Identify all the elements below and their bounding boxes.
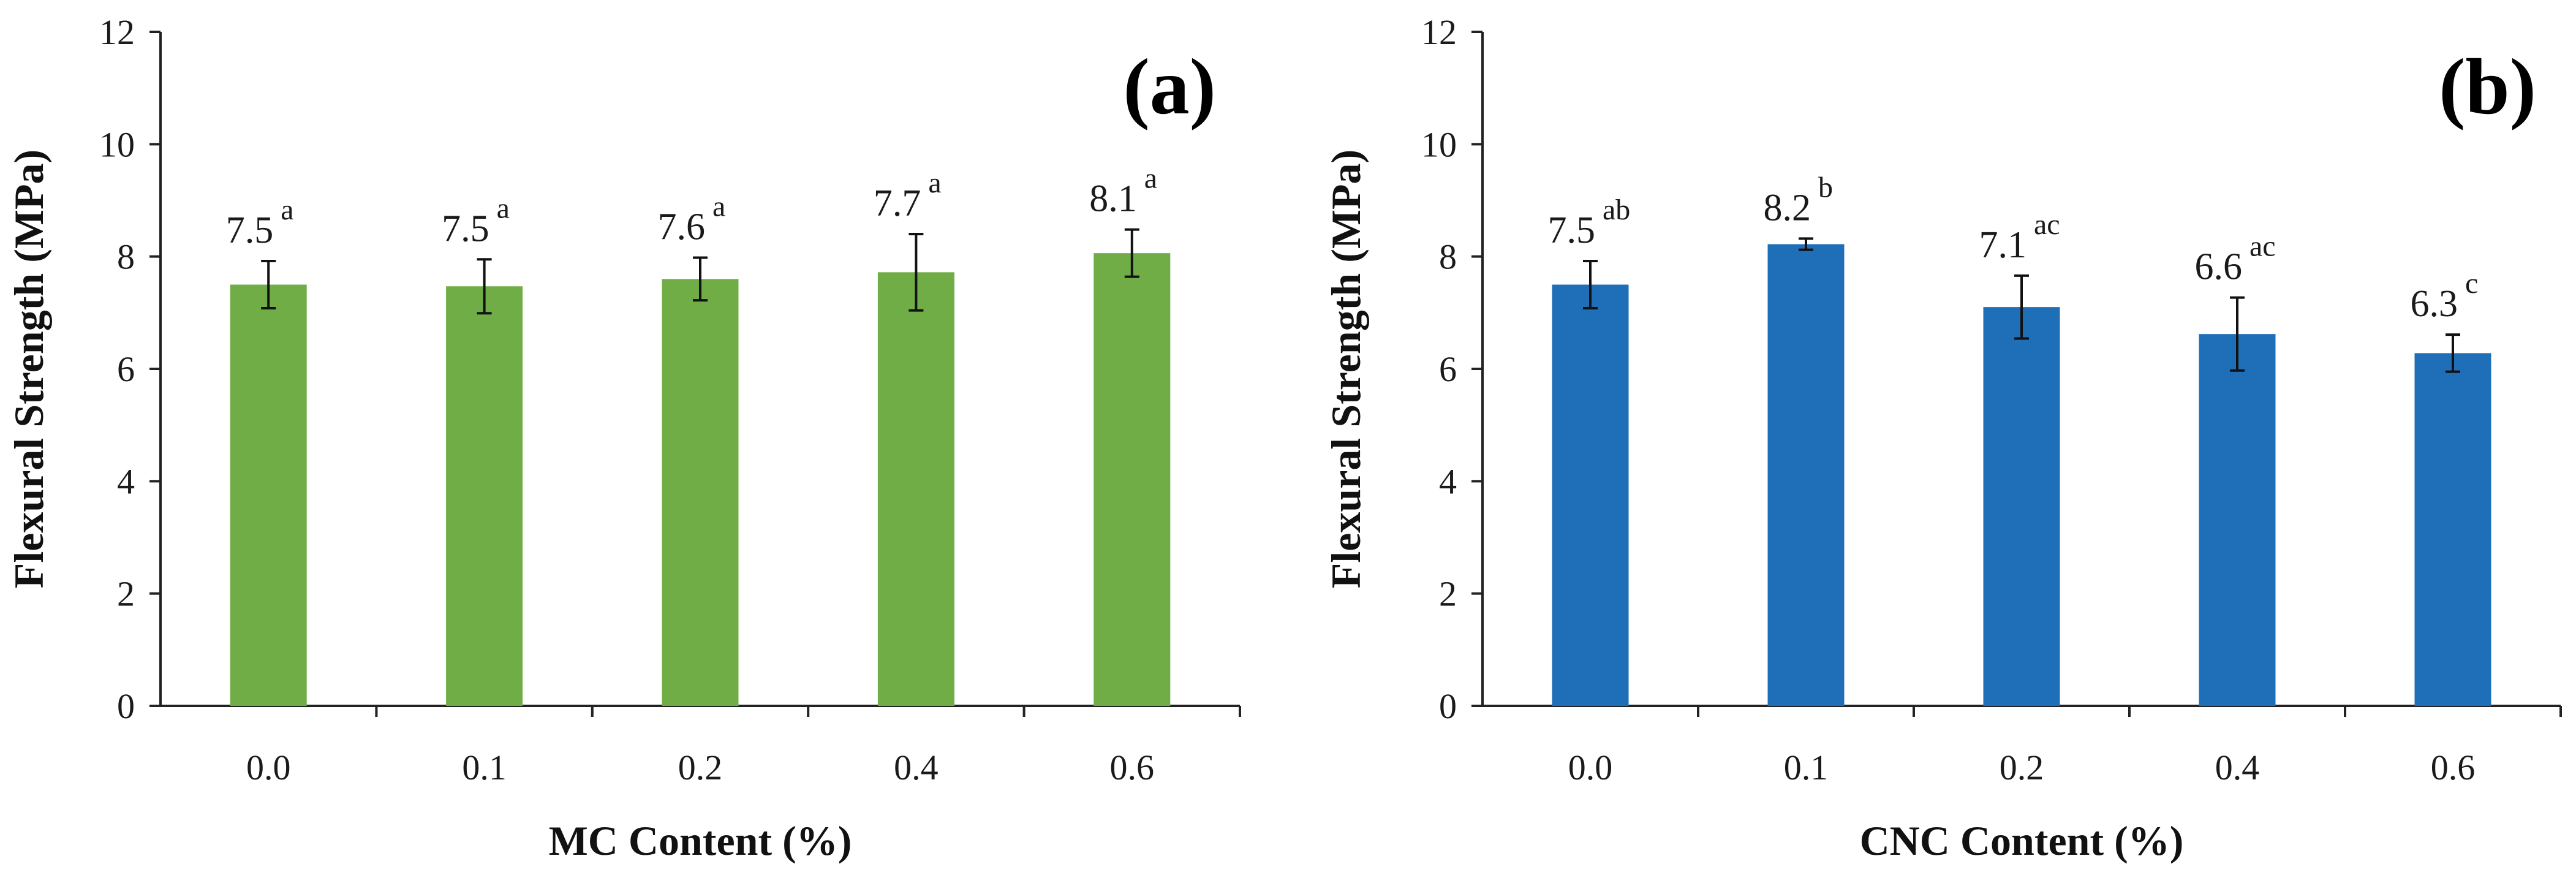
significance-letter: ac [2034, 208, 2060, 241]
y-tick-label: 10 [99, 124, 135, 164]
y-tick-label: 0 [1439, 686, 1457, 726]
significance-letter: a [497, 192, 510, 224]
y-tick-label: 8 [1439, 237, 1457, 277]
y-tick-label: 10 [1421, 124, 1457, 164]
x-tick-label: 0.4 [894, 748, 939, 787]
y-tick-label: 4 [117, 461, 135, 501]
y-tick-label: 12 [99, 12, 135, 52]
significance-letter: c [2465, 267, 2478, 300]
y-axis-title: Flexural Strength (MPa) [6, 150, 52, 588]
x-tick-label: 0.0 [246, 748, 291, 787]
bar [230, 284, 307, 706]
y-tick-label: 12 [1421, 12, 1457, 52]
y-tick-label: 8 [117, 237, 135, 277]
significance-letter: a [928, 167, 941, 199]
significance-letter: ab [1603, 194, 1630, 226]
x-tick-label: 0.4 [2215, 748, 2260, 787]
y-tick-label: 6 [1439, 349, 1457, 389]
significance-letter: a [712, 191, 725, 223]
bar [877, 272, 954, 706]
significance-letter: b [1818, 171, 1833, 203]
significance-letter: a [281, 194, 293, 226]
bar [662, 279, 739, 706]
y-axis-title: Flexural Strength (MPa) [1323, 150, 1369, 588]
data-label: 7.5 [226, 210, 274, 251]
bar [1983, 307, 2060, 706]
bar [1552, 284, 1629, 706]
significance-letter: ac [2249, 230, 2276, 263]
bar [1093, 253, 1171, 706]
bar [2199, 334, 2276, 706]
bar [2414, 353, 2491, 706]
x-tick-label: 0.2 [2000, 748, 2044, 787]
data-label: 6.6 [2195, 246, 2243, 288]
x-tick-label: 0.1 [1784, 748, 1829, 787]
y-tick-label: 2 [1439, 574, 1457, 614]
bar [1767, 244, 1845, 706]
x-tick-label: 0.2 [678, 748, 723, 787]
x-tick-label: 0.6 [1110, 748, 1155, 787]
data-label: 6.3 [2411, 283, 2458, 325]
data-label: 7.6 [658, 206, 706, 248]
data-label: 7.1 [1979, 224, 2027, 266]
data-label: 7.7 [874, 183, 921, 224]
data-label: 7.5 [1548, 210, 1596, 251]
data-label: 8.1 [1089, 178, 1137, 220]
x-axis-title: MC Content (%) [549, 817, 852, 864]
y-tick-label: 6 [117, 349, 135, 389]
bar [446, 286, 523, 706]
x-tick-label: 0.6 [2431, 748, 2476, 787]
x-tick-label: 0.0 [1568, 748, 1613, 787]
x-axis-title: CNC Content (%) [1860, 817, 2184, 864]
panel-label: (b) [2439, 43, 2536, 131]
data-label: 8.2 [1764, 187, 1811, 229]
y-tick-label: 0 [117, 686, 135, 726]
y-tick-label: 4 [1439, 461, 1457, 501]
significance-letter: a [1144, 162, 1157, 195]
x-tick-label: 0.1 [462, 748, 507, 787]
y-tick-label: 2 [117, 574, 135, 614]
panel-label: (a) [1123, 43, 1216, 131]
data-label: 7.5 [442, 208, 489, 249]
